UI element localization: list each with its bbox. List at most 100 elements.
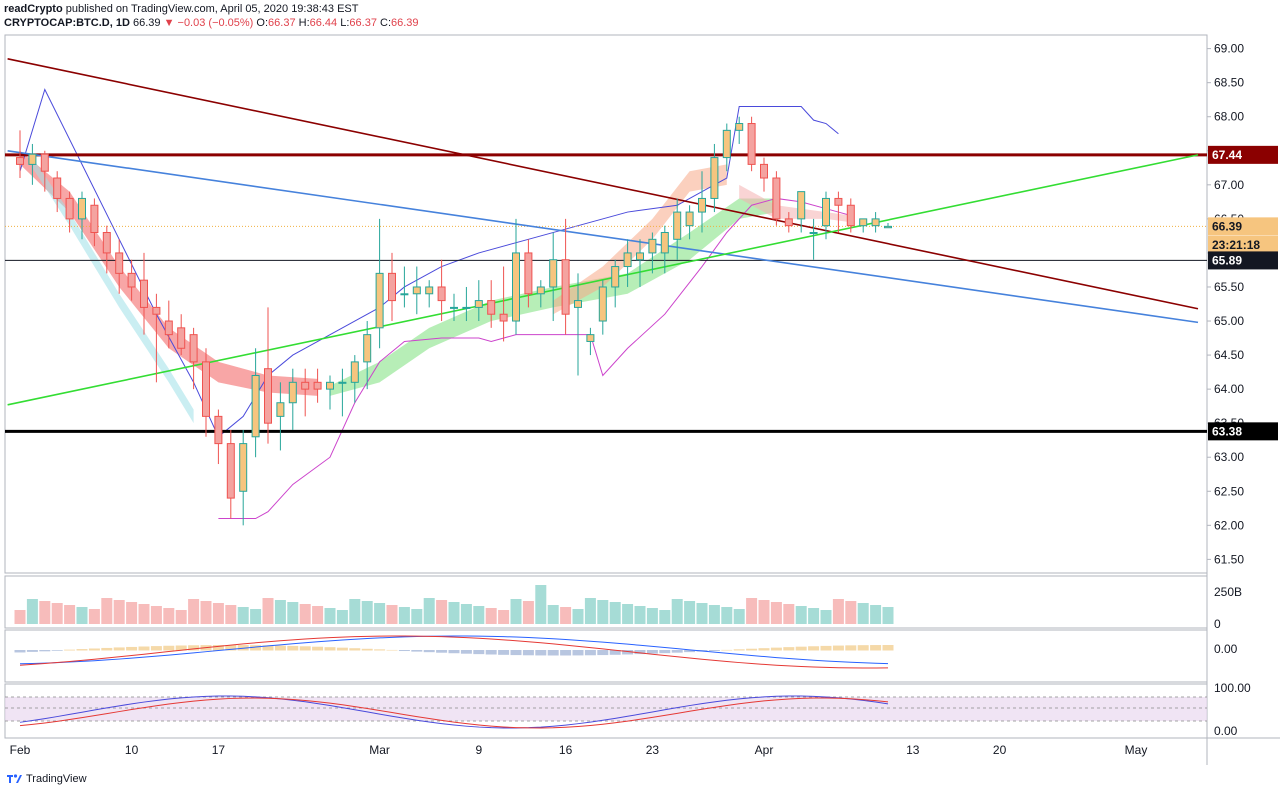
candle-body — [226, 443, 235, 499]
volume-bar — [64, 605, 76, 624]
candle-body — [338, 381, 347, 384]
candle-body — [846, 204, 855, 227]
candle — [784, 212, 793, 233]
footer-brand[interactable]: TradingView — [26, 773, 87, 785]
candle — [16, 130, 24, 179]
volume-bar — [175, 610, 187, 624]
macd-bar — [349, 648, 361, 651]
x-tick-label: Feb — [10, 743, 31, 757]
candle-body — [288, 381, 297, 404]
candle-body — [90, 204, 99, 233]
macd-bar — [448, 650, 460, 654]
candle — [722, 123, 731, 172]
resistance-price-label-bg — [1208, 145, 1278, 164]
volume-bar — [386, 605, 398, 624]
macd-bar — [225, 645, 237, 651]
last-price-label-text: 66.39 — [1212, 219, 1242, 233]
macd-bar — [361, 648, 373, 651]
x-tick-label: 16 — [559, 743, 573, 757]
publisher-name[interactable]: readCrypto — [4, 3, 63, 15]
volume-bar — [324, 608, 336, 624]
candle-body — [202, 361, 210, 417]
candle — [140, 252, 148, 335]
volume-bar — [473, 606, 485, 624]
candle-body — [375, 272, 384, 329]
volume-bar — [200, 601, 212, 624]
candle-body — [884, 225, 892, 229]
countdown-label-text: 23:21:18 — [1212, 238, 1260, 252]
y-tick-label: 64.00 — [1214, 382, 1244, 396]
candle — [710, 143, 719, 213]
macd-tick-label: 0.00 — [1214, 642, 1238, 656]
resistance-price-label: 67.44 — [1208, 145, 1278, 164]
macd-bar — [398, 650, 410, 652]
volume-bar — [336, 610, 348, 624]
macd-bar — [460, 650, 472, 654]
macd-bar — [14, 650, 26, 653]
rsi-tick-label: 0.00 — [1214, 724, 1238, 738]
macd-bar — [535, 650, 547, 656]
candle-body — [809, 231, 818, 234]
volume-bar — [374, 603, 386, 624]
macd-bar — [746, 648, 758, 651]
candle — [115, 239, 124, 294]
candle-body — [127, 272, 136, 288]
candle — [598, 280, 607, 335]
candle — [673, 198, 682, 260]
candle — [313, 368, 322, 403]
symbol-name[interactable]: CRYPTOCAP:BTC.D, 1D — [4, 17, 130, 29]
volume-bar — [746, 598, 758, 624]
candle-body — [660, 231, 669, 254]
volume-bar — [423, 598, 435, 624]
candle-body — [189, 334, 198, 363]
footer: TradingView — [6, 773, 87, 785]
volume-bar — [113, 600, 125, 624]
macd-bar — [597, 650, 609, 656]
candle-body — [524, 252, 533, 295]
macd-bar — [646, 650, 658, 654]
volume-bar — [857, 603, 869, 624]
candle — [698, 171, 706, 233]
y-tick-label: 65.50 — [1214, 280, 1244, 294]
volume-bar — [361, 601, 373, 624]
volume-bar — [572, 609, 584, 624]
candle-body — [313, 381, 322, 390]
candle — [834, 191, 843, 233]
candle — [524, 239, 533, 308]
volume-bar — [547, 605, 559, 624]
volume-bar — [262, 598, 274, 624]
macd-bar — [126, 646, 138, 651]
candle-body — [437, 286, 446, 302]
candle-body — [536, 286, 545, 295]
candle — [760, 157, 768, 192]
volume-bar — [436, 600, 448, 624]
macd-bar — [882, 645, 894, 651]
candle — [264, 307, 272, 444]
volume-bar — [88, 609, 100, 624]
candle — [276, 382, 285, 451]
volume-bar — [76, 607, 88, 624]
candle — [611, 259, 620, 308]
candle-body — [598, 286, 607, 322]
macd-bar — [436, 650, 448, 653]
candle-body — [462, 306, 471, 309]
candle-body — [648, 238, 657, 254]
candle-body — [636, 252, 644, 261]
volume-bar — [51, 603, 63, 624]
candle — [40, 150, 49, 192]
macd-bar — [832, 645, 844, 651]
macd-bar — [150, 646, 162, 651]
level-price-label-text: 65.89 — [1212, 253, 1242, 267]
rsi-band — [5, 697, 1207, 721]
volume-bar — [646, 608, 658, 624]
close-label: C: — [380, 17, 392, 29]
candle-body — [512, 252, 520, 322]
candle — [797, 191, 806, 233]
candle-body — [574, 300, 582, 308]
macd-bar — [870, 645, 882, 651]
candle — [487, 280, 496, 328]
macd-bar — [411, 650, 423, 652]
candle — [412, 266, 421, 315]
candle — [65, 191, 74, 233]
